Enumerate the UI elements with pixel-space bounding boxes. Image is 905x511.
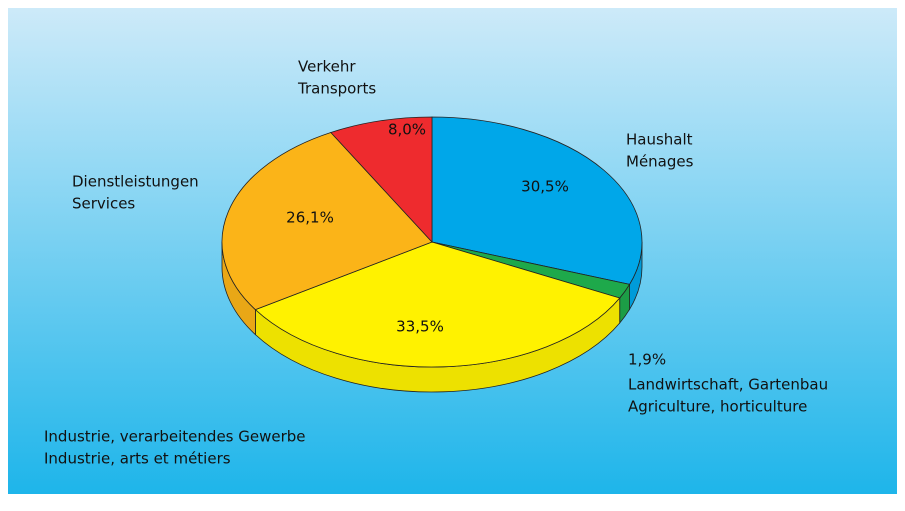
category-label: Services <box>72 195 135 213</box>
slice <box>254 241 621 368</box>
category-label: Haushalt <box>626 131 693 149</box>
category-label: Landwirtschaft, Gartenbau <box>628 376 828 394</box>
category-label: Industrie, verarbeitendes Gewerbe <box>44 428 306 446</box>
slice <box>431 116 643 285</box>
category-label: Ménages <box>626 153 694 171</box>
category-label: Transports <box>297 80 376 98</box>
category-label: Dienstleistungen <box>72 173 199 191</box>
value-label: 33,5% <box>396 318 444 336</box>
value-label: 1,9% <box>628 351 666 369</box>
slice <box>221 132 433 311</box>
pie <box>221 116 643 393</box>
value-label: 26,1% <box>286 209 334 227</box>
category-label: Agriculture, horticulture <box>628 398 807 416</box>
value-label: 30,5% <box>521 178 569 196</box>
labels: 30,5% Haushalt Ménages 1,9% Landwirtschaft, … <box>44 58 828 468</box>
category-label: Verkehr <box>298 58 356 76</box>
value-label: 8,0% <box>388 121 426 139</box>
category-label: Industrie, arts et métiers <box>44 450 231 468</box>
slice <box>330 116 433 244</box>
